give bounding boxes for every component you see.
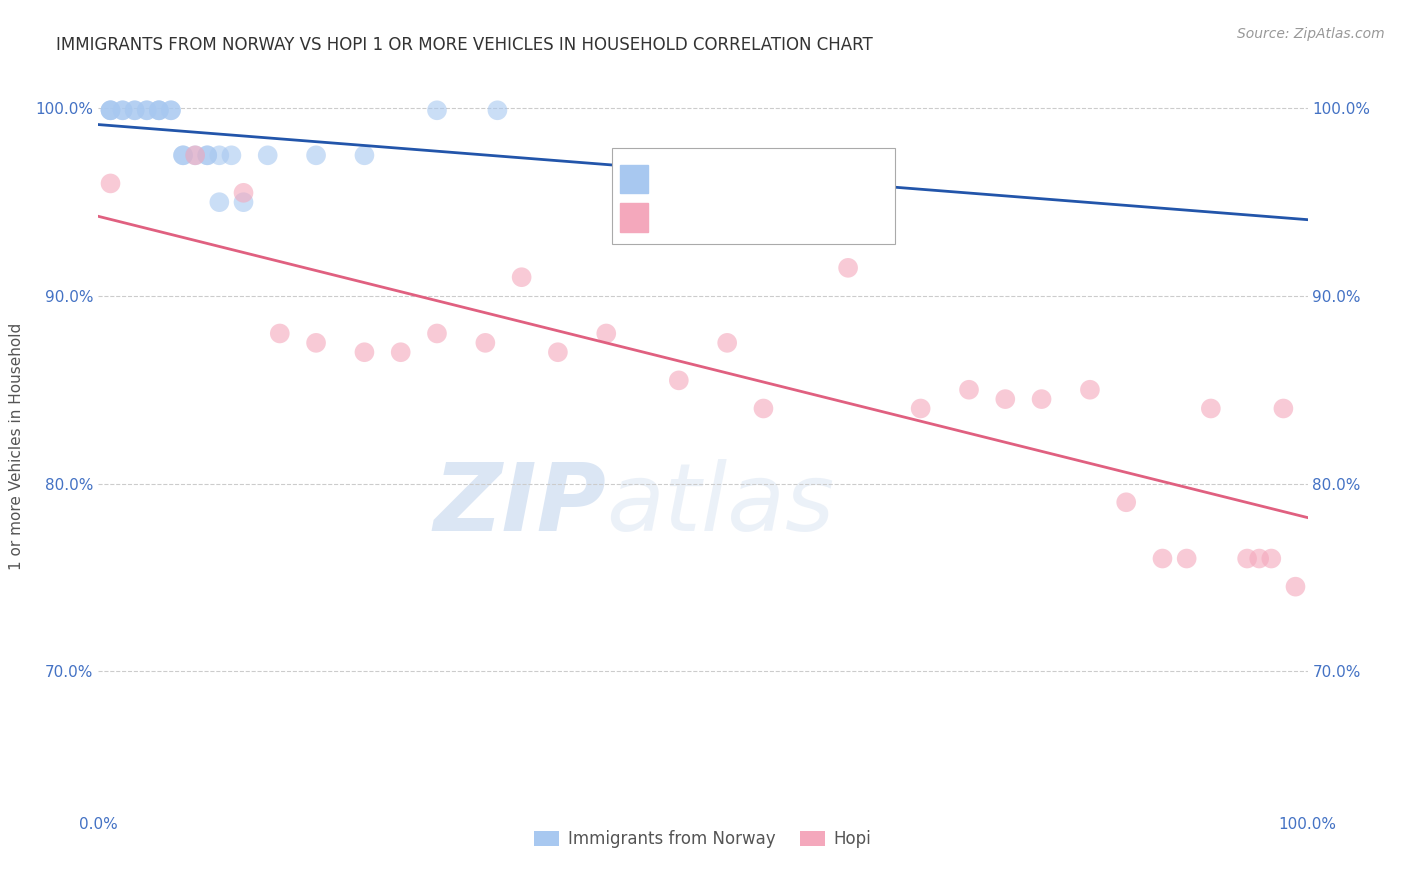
Point [1236, 551, 1258, 566]
Point [305, 148, 328, 162]
Point [1272, 401, 1295, 416]
Point [221, 148, 243, 162]
Point [135, 103, 157, 118]
Point [172, 148, 194, 162]
Point [389, 345, 412, 359]
Point [232, 186, 254, 200]
Point [668, 373, 690, 387]
Point [353, 148, 375, 162]
Point [195, 148, 218, 162]
Point [100, 103, 122, 118]
Point [135, 103, 157, 118]
Point [716, 335, 738, 350]
Point [994, 392, 1017, 406]
Point [269, 326, 291, 341]
Point [957, 383, 980, 397]
Text: N =: N = [768, 170, 804, 188]
Text: R =: R = [657, 209, 693, 227]
Text: 0.348: 0.348 [690, 170, 744, 188]
Point [124, 103, 146, 118]
Point [256, 148, 278, 162]
Point [172, 148, 194, 162]
Point [1115, 495, 1137, 509]
Text: R =: R = [657, 170, 693, 188]
Y-axis label: 1 or more Vehicles in Household: 1 or more Vehicles in Household [10, 322, 24, 570]
Point [111, 103, 134, 118]
Point [148, 103, 170, 118]
Point [353, 345, 375, 359]
Point [184, 148, 207, 162]
Point [1249, 551, 1271, 566]
Point [124, 103, 146, 118]
Point [232, 195, 254, 210]
Point [148, 103, 170, 118]
Point [910, 401, 932, 416]
Point [100, 177, 122, 191]
Text: Source: ZipAtlas.com: Source: ZipAtlas.com [1237, 27, 1385, 41]
Point [510, 270, 533, 285]
Text: IMMIGRANTS FROM NORWAY VS HOPI 1 OR MORE VEHICLES IN HOUSEHOLD CORRELATION CHART: IMMIGRANTS FROM NORWAY VS HOPI 1 OR MORE… [56, 36, 873, 54]
Point [208, 195, 231, 210]
Point [486, 103, 509, 118]
Point [195, 148, 218, 162]
Text: -0.365: -0.365 [690, 209, 751, 227]
Text: 28: 28 [804, 170, 827, 188]
Point [426, 103, 449, 118]
Point [184, 148, 207, 162]
Point [837, 260, 859, 275]
Text: atlas: atlas [606, 459, 835, 550]
Text: ZIP: ZIP [433, 458, 606, 550]
Point [1078, 383, 1101, 397]
Point [1175, 551, 1198, 566]
Point [547, 345, 569, 359]
Point [208, 148, 231, 162]
Point [1284, 580, 1306, 594]
Point [305, 335, 328, 350]
Point [1199, 401, 1222, 416]
Point [474, 335, 496, 350]
Point [111, 103, 134, 118]
Text: N =: N = [768, 209, 804, 227]
Legend: Immigrants from Norway, Hopi: Immigrants from Norway, Hopi [527, 823, 879, 855]
Point [148, 103, 170, 118]
Point [160, 103, 183, 118]
Point [595, 326, 617, 341]
Point [1031, 392, 1053, 406]
Point [160, 103, 183, 118]
Point [1152, 551, 1174, 566]
Point [100, 103, 122, 118]
Point [1260, 551, 1282, 566]
Point [426, 326, 449, 341]
Text: 30: 30 [804, 209, 827, 227]
Point [100, 103, 122, 118]
Point [752, 401, 775, 416]
